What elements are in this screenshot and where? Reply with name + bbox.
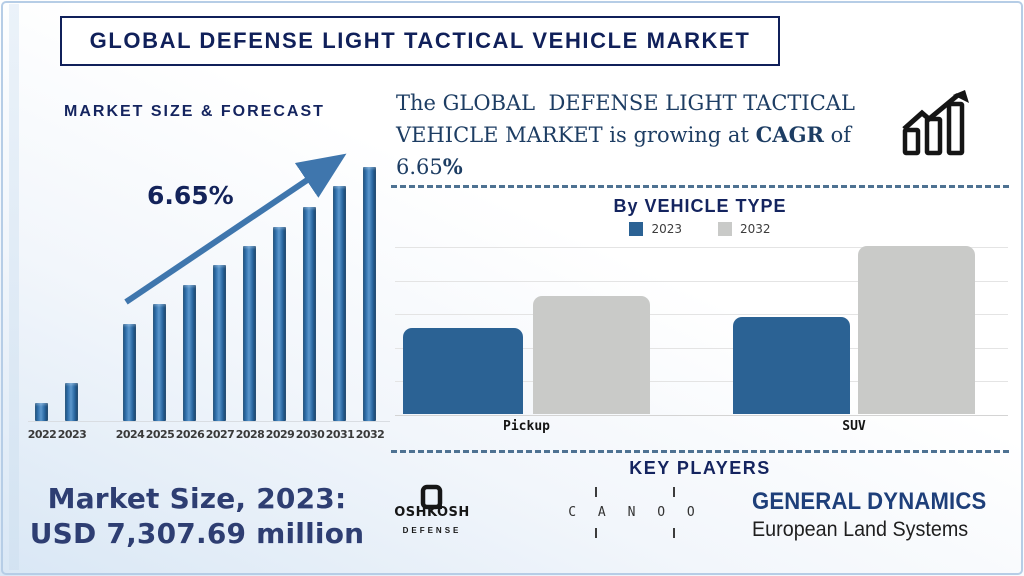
forecast-bar-chart: [28, 150, 390, 422]
forecast-bar-2028: [243, 246, 256, 421]
legend-swatch-2023: [629, 222, 644, 236]
gridline: [395, 381, 1008, 383]
cagr-line2-pre: VEHICLE MARKET is growing at: [396, 123, 756, 147]
dashed-divider-top: [391, 185, 1009, 188]
general-dynamics-logo: GENERAL DYNAMICS European Land Systems: [752, 488, 1012, 542]
vehicle-type-heading: By VEHICLE TYPE: [613, 196, 787, 216]
year-label-2025: 2025: [145, 428, 175, 441]
cagr-percent-sign: %: [442, 154, 463, 179]
vehicle-bar-pickup-2032: [533, 296, 650, 414]
year-label-2023: 2023: [57, 428, 87, 441]
page-title: GLOBAL DEFENSE LIGHT TACTICAL VEHICLE MA…: [89, 28, 751, 53]
vehicle-category-axis: Pickup SUV: [395, 419, 1008, 435]
cagr-statement: The GLOBAL DEFENSE LIGHT TACTICAL VEHICL…: [396, 88, 901, 183]
general-dynamics-wordmark: GENERAL DYNAMICS: [752, 488, 987, 515]
market-size-line2: USD 7,307.69 million: [29, 517, 365, 550]
year-label-2024: 2024: [115, 428, 145, 441]
legend-label-2032: 2032: [740, 222, 771, 236]
left-accent-strip: [9, 4, 19, 570]
gridline: [395, 347, 1008, 349]
canoo-top-ticks: [560, 487, 710, 497]
gridline: [395, 415, 1008, 416]
legend-label-2023: 2023: [651, 222, 682, 236]
cagr-keyword: CAGR: [755, 122, 824, 147]
cagr-line1: The GLOBAL DEFENSE LIGHT TACTICAL: [396, 91, 855, 115]
cagr-percent-label: 6.65%: [147, 181, 234, 210]
category-label-pickup: Pickup: [503, 419, 550, 434]
european-land-systems-label: European Land Systems: [752, 518, 969, 541]
legend-item-2023: 2023: [629, 222, 682, 236]
year-label-2027: 2027: [205, 428, 235, 441]
gridline: [395, 314, 1008, 316]
market-size-line1: Market Size, 2023:: [47, 482, 347, 515]
forecast-bar-2022: [35, 403, 48, 421]
growth-chart-icon: [902, 90, 969, 156]
oshkosh-defense-logo: OSHKOSH DEFENSE: [394, 484, 470, 535]
market-size-callout: Market Size, 2023: USD 7,307.69 million: [26, 481, 368, 551]
vehicle-bar-pickup-2023: [403, 328, 523, 414]
oshkosh-defense-label: DEFENSE: [402, 526, 462, 535]
dashed-divider-bottom: [391, 450, 1009, 453]
forecast-bar-2024: [123, 324, 136, 421]
canoo-wordmark: C A N O O: [568, 505, 702, 520]
canoo-tick-icon: [595, 487, 597, 497]
oshkosh-shield-icon: [420, 484, 443, 510]
canoo-logo: C A N O O: [560, 487, 710, 538]
forecast-bar-2031: [333, 186, 346, 421]
oshkosh-wordmark: OSHKOSH: [394, 505, 470, 520]
cagr-value: 6.65: [396, 155, 443, 179]
forecast-bar-2025: [153, 304, 166, 421]
category-label-suv: SUV: [842, 419, 866, 434]
forecast-chart-heading: MARKET SIZE & FORECAST: [64, 103, 325, 120]
vehicle-bar-suv-2032: [858, 246, 975, 414]
legend-item-2032: 2032: [718, 222, 771, 236]
canoo-tick-icon: [673, 528, 675, 538]
year-label-2026: 2026: [175, 428, 205, 441]
canoo-tick-icon: [595, 528, 597, 538]
vehicle-chart-legend: 2023 2032: [390, 221, 1010, 237]
year-label-2031: 2031: [325, 428, 355, 441]
gridline: [395, 280, 1008, 282]
vehicle-bar-suv-2023: [733, 317, 850, 414]
year-label-2022: 2022: [27, 428, 57, 441]
forecast-x-axis: [28, 421, 390, 422]
forecast-bar-2032: [363, 167, 376, 421]
forecast-bar-2030: [303, 207, 316, 421]
key-players-heading: KEY PLAYERS: [629, 458, 771, 478]
forecast-bar-2027: [213, 265, 226, 421]
canoo-tick-icon: [673, 487, 675, 497]
year-label-2030: 2030: [295, 428, 325, 441]
title-banner: GLOBAL DEFENSE LIGHT TACTICAL VEHICLE MA…: [60, 16, 780, 66]
forecast-bar-2023: [65, 383, 78, 421]
vehicle-type-bar-chart: [395, 240, 1008, 416]
gridline: [395, 247, 1008, 248]
forecast-bar-2026: [183, 285, 196, 421]
cagr-line2-post: of: [823, 123, 852, 147]
legend-swatch-2032: [718, 222, 732, 236]
forecast-bar-2029: [273, 227, 286, 421]
canoo-bottom-ticks: [560, 528, 710, 538]
year-label-2029: 2029: [265, 428, 295, 441]
year-label-2032: 2032: [355, 428, 385, 441]
year-label-2028: 2028: [235, 428, 265, 441]
forecast-year-axis: 2022 2023 2024 2025 2026 2027 2028 2029 2030 2031…: [28, 428, 390, 442]
